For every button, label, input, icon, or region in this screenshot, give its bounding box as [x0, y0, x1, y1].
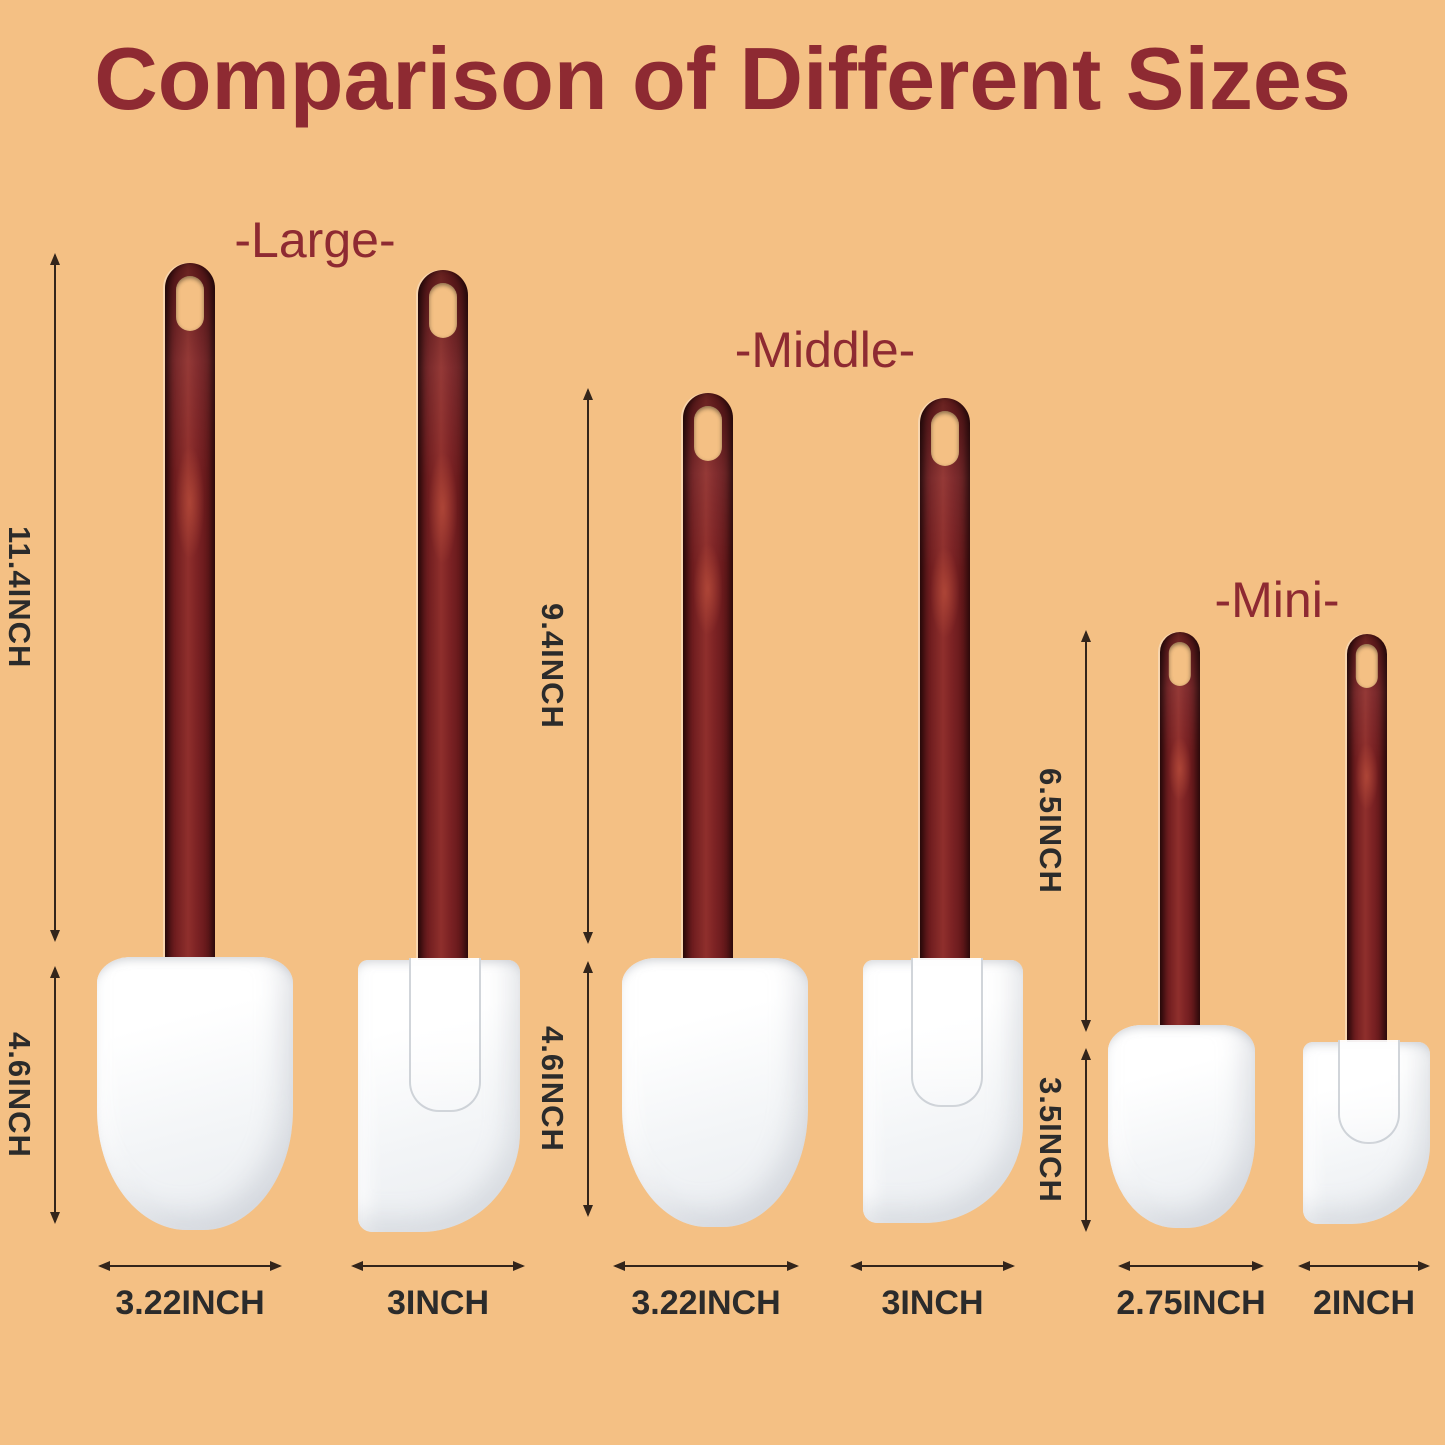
vertical-dimension-arrow: [1081, 630, 1090, 1032]
vertical-dimension-arrow: [583, 961, 592, 1217]
handle-socket-seam: [1338, 1040, 1400, 1144]
size-label-large: -Large-: [234, 212, 396, 268]
horizontal-dimension-arrow: [98, 1261, 282, 1270]
horizontal-dimension-arrow: [850, 1261, 1015, 1270]
spatula-head-spoon: [1108, 1025, 1255, 1228]
dimension-label: 2INCH: [1312, 1284, 1416, 1322]
vertical-dimension-arrow: [50, 253, 59, 942]
spatula-handle: [920, 398, 970, 970]
horizontal-dimension-arrow: [351, 1261, 525, 1270]
hang-hole: [1355, 644, 1379, 689]
hang-hole: [931, 411, 959, 466]
size-label-middle: -Middle-: [734, 322, 916, 378]
handle-socket-seam: [409, 958, 481, 1112]
horizontal-dimension-arrow: [1118, 1261, 1264, 1270]
handle-highlight: [693, 542, 723, 635]
hang-hole: [1168, 642, 1192, 687]
dimension-label: 4.6INCH: [2, 1032, 37, 1158]
horizontal-dimension-arrow: [613, 1261, 799, 1270]
spatula-head-flat: [863, 958, 1023, 1223]
horizontal-dimension-arrow: [1298, 1261, 1430, 1270]
spatula-head-flat: [1303, 1040, 1430, 1224]
handle-highlight: [1355, 742, 1379, 810]
spatula-handle: [683, 393, 733, 968]
spatula-handle: [1160, 632, 1200, 1035]
handle-highlight: [1168, 736, 1192, 802]
dimension-label: 3.5INCH: [1033, 1077, 1068, 1203]
vertical-dimension-arrow: [583, 388, 592, 944]
spatula-handle: [418, 270, 468, 970]
hang-hole: [176, 276, 204, 331]
dimension-label: 2.75INCH: [1116, 1284, 1266, 1322]
size-label-mini: -Mini-: [1214, 572, 1340, 628]
vertical-dimension-arrow: [1081, 1048, 1090, 1232]
handle-highlight: [930, 546, 960, 639]
dimension-label: 3.22INCH: [115, 1284, 265, 1322]
spatula-head-spoon: [97, 957, 293, 1230]
dimension-label: 9.4INCH: [535, 603, 570, 729]
dimension-label: 3.22INCH: [631, 1284, 781, 1322]
spatula-handle: [1347, 634, 1387, 1052]
dimension-label: 6.5INCH: [1033, 768, 1068, 894]
dimension-label: 3INCH: [386, 1284, 490, 1322]
handle-socket-seam: [911, 958, 983, 1107]
spatula-head-spoon: [622, 958, 808, 1227]
page-title: Comparison of Different Sizes: [94, 29, 1351, 128]
dimension-label: 4.6INCH: [535, 1026, 570, 1152]
handle-highlight: [428, 452, 458, 564]
dimension-label: 3INCH: [881, 1284, 984, 1322]
hang-hole: [429, 283, 457, 338]
vertical-dimension-arrow: [50, 966, 59, 1224]
dimension-label: 11.4INCH: [2, 526, 37, 669]
hang-hole: [694, 406, 722, 461]
spatula-head-flat: [358, 958, 520, 1232]
spatula-handle: [165, 263, 215, 967]
handle-highlight: [175, 446, 205, 559]
